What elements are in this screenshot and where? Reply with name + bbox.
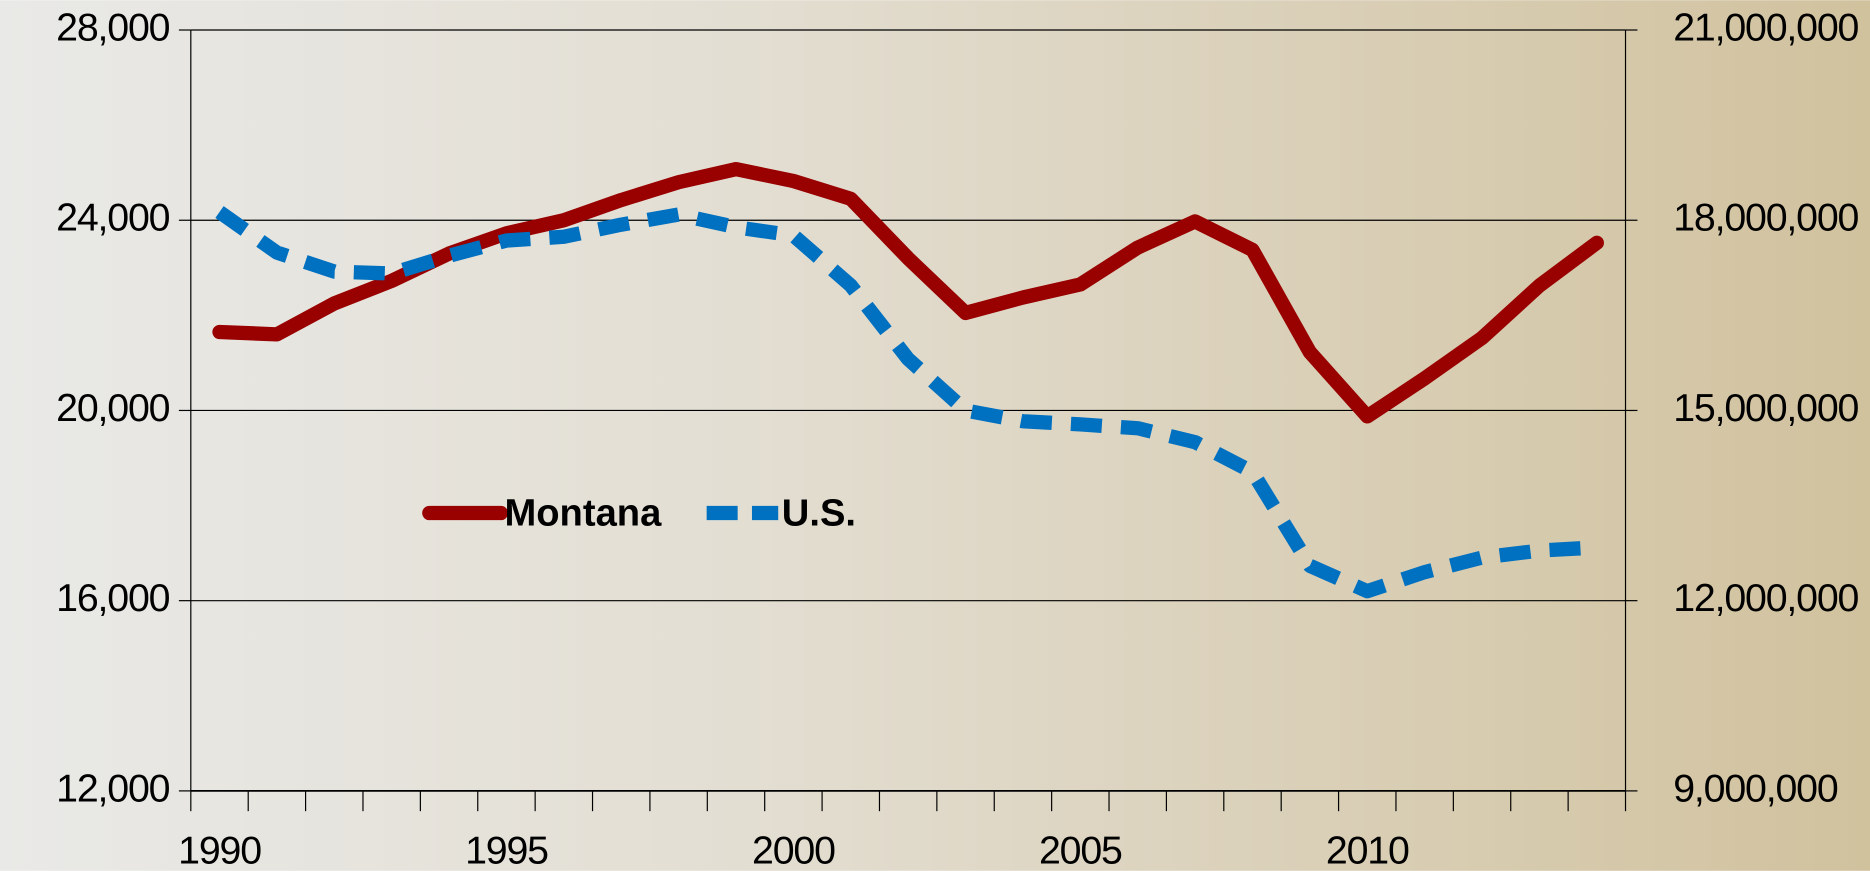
y2-tick-label: 18,000,000 [1673,196,1858,240]
legend-label: Montana [504,491,662,534]
y2-tick-label: 21,000,000 [1673,5,1858,49]
y2-tick-label: 15,000,000 [1673,386,1858,430]
y-tick-label: 28,000 [56,5,169,49]
x-tick-label: 2000 [752,828,835,871]
y2-tick-label: 12,000,000 [1673,576,1858,620]
x-tick-label: 1990 [178,828,261,871]
series-line [212,161,1604,424]
y-tick-label: 16,000 [56,576,169,620]
x-tick-label: 2005 [1039,828,1122,871]
y-tick-label: 20,000 [56,386,169,430]
x-tick-label: 2010 [1326,828,1409,871]
y-tick-label: 24,000 [56,196,169,240]
x-tick-label: 1995 [465,828,548,871]
y2-tick-label: 9,000,000 [1673,766,1838,810]
legend-label: U.S. [782,491,856,534]
series-line [215,206,1598,599]
y-tick-label: 12,000 [56,766,169,810]
